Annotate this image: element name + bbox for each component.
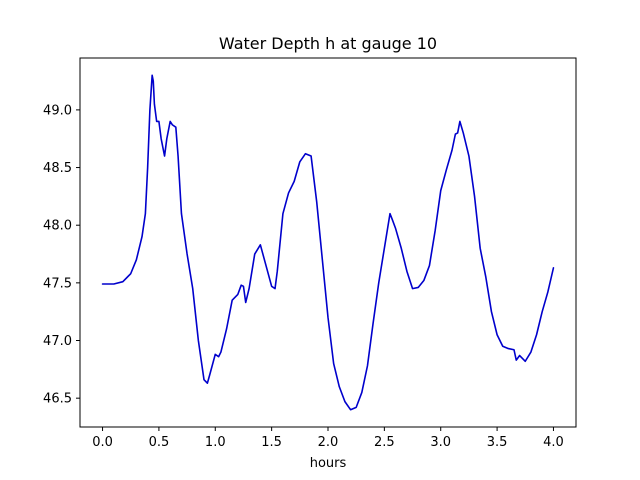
y-tick-label: 48.0 — [43, 219, 72, 234]
x-tick-label: 1.5 — [261, 435, 282, 450]
x-tick-label: 0.0 — [92, 435, 113, 450]
x-axis-title: hours — [310, 456, 347, 471]
x-tick-label: 1.0 — [205, 435, 226, 450]
y-axis-ticks: 46.5 47.0 47.5 48.0 48.5 49.0 — [43, 103, 80, 407]
plot-layer — [101, 74, 555, 411]
y-tick-label: 49.0 — [43, 103, 72, 118]
x-axis-ticks: 0.0 0.5 1.0 1.5 2.0 2.5 3.0 3.5 4.0 — [92, 427, 564, 450]
x-tick-label: 2.5 — [374, 435, 395, 450]
series-line-0 — [101, 74, 555, 411]
x-tick-label: 3.0 — [430, 435, 451, 450]
x-tick-label: 0.5 — [149, 435, 170, 450]
y-tick-label: 46.5 — [43, 392, 72, 407]
x-tick-label: 4.0 — [543, 435, 564, 450]
y-tick-label: 47.5 — [43, 276, 72, 291]
y-tick-label: 48.5 — [43, 161, 72, 176]
chart-title: Water Depth h at gauge 10 — [219, 34, 437, 53]
x-tick-label: 2.0 — [318, 435, 339, 450]
x-tick-label: 3.5 — [487, 435, 508, 450]
y-tick-label: 47.0 — [43, 334, 72, 349]
